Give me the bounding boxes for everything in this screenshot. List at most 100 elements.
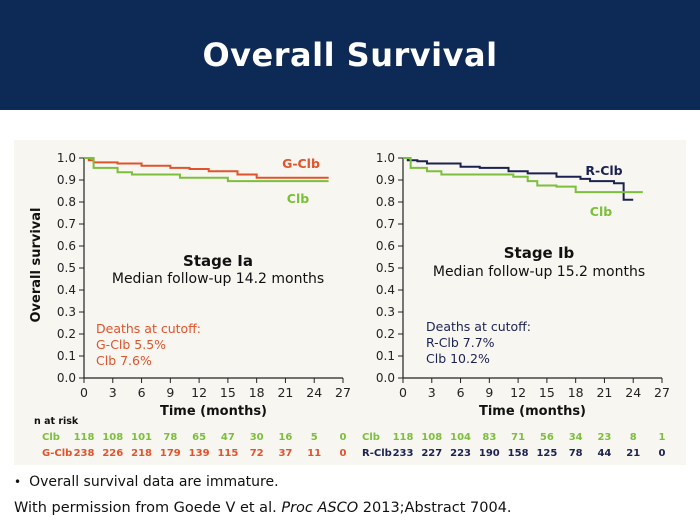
x-tick-label: 18 [568,385,584,400]
title-banner [0,0,700,110]
at-risk-value: 158 [508,448,529,459]
y-tick-label: 0.7 [57,217,76,231]
at-risk-value: 226 [102,448,123,459]
annotation-line: Clb 7.6% [96,353,152,368]
y-tick-label: 0.4 [376,283,395,297]
y-tick-label: 1.0 [376,151,395,165]
x-tick-label: 3 [109,385,117,400]
y-tick-label: 0.4 [57,283,76,297]
at-risk-value: 0 [340,432,347,443]
y-tick-label: 0.0 [57,371,76,385]
at-risk-name: Clb [42,432,60,443]
y-tick-label: 0.8 [376,195,395,209]
y-tick-label: 0.1 [376,349,395,363]
annotation-line: R-Clb 7.7% [426,335,495,350]
x-axis-label: Time (months) [479,404,586,419]
x-tick-label: 3 [428,385,436,400]
x-tick-label: 15 [539,385,555,400]
y-tick-label: 0.9 [376,173,395,187]
at-risk-value: 56 [540,432,554,443]
at-risk-value: 190 [479,448,500,459]
at-risk-value: 30 [250,432,264,443]
at-risk-value: 101 [131,432,152,443]
at-risk-value: 104 [450,432,471,443]
x-tick-label: 0 [80,385,88,400]
series-line-clb [84,157,329,183]
at-risk-value: 5 [311,432,318,443]
annotation-heading: Deaths at cutoff: [426,319,531,334]
y-tick-label: 0.2 [57,327,76,341]
at-risk-value: 71 [511,432,525,443]
at-risk-name: Clb [362,432,380,443]
at-risk-value: 23 [597,432,611,443]
y-tick-label: 0.6 [376,239,395,253]
y-tick-label: 0.5 [57,261,76,275]
at-risk-value: 78 [163,432,177,443]
x-tick-label: 9 [485,385,493,400]
x-tick-label: 15 [220,385,236,400]
at-risk-value: 21 [626,448,640,459]
at-risk-value: 179 [160,448,181,459]
x-tick-label: 0 [399,385,407,400]
footnote-text: Overall survival data are immature. [29,474,279,490]
y-tick-label: 0.3 [376,305,395,319]
at-risk-value: 16 [278,432,292,443]
x-axis-label: Time (months) [160,404,267,419]
at-risk-name: R-Clb [362,448,392,459]
series-label: Clb [287,191,309,206]
at-risk-value: 125 [536,448,557,459]
series-line-clb [403,157,643,194]
x-tick-label: 21 [277,385,293,400]
x-tick-label: 12 [510,385,526,400]
x-tick-label: 9 [166,385,174,400]
credit-journal: Proc ASCO [281,500,359,516]
chart-title: Stage Ia [183,252,253,270]
chart-panel [14,140,686,465]
footnote-bullet: • Overall survival data are immature. [14,474,279,490]
x-tick-label: 6 [457,385,465,400]
y-tick-label: 1.0 [57,151,76,165]
series-label: R-Clb [585,163,622,178]
at-risk-value: 108 [421,432,442,443]
y-tick-label: 0.2 [376,327,395,341]
x-tick-label: 24 [625,385,641,400]
at-risk-value: 37 [278,448,292,459]
at-risk-value: 223 [450,448,471,459]
at-risk-value: 78 [569,448,583,459]
at-risk-value: 83 [482,432,496,443]
at-risk-value: 0 [659,448,666,459]
chart-title: Stage Ib [504,244,575,262]
at-risk-value: 34 [569,432,583,443]
at-risk-value: 1 [659,432,666,443]
at-risk-value: 139 [189,448,210,459]
survival-charts: 0.00.10.20.30.40.50.60.70.80.91.00 3 6 9 12 1… [29,151,670,459]
at-risk-value: 227 [421,448,442,459]
y-tick-label: 0.3 [57,305,76,319]
at-risk-value: 72 [250,448,264,459]
y-tick-label: 0.1 [57,349,76,363]
x-tick-label: 12 [191,385,207,400]
at-risk-value: 47 [221,432,235,443]
series-label: G-Clb [282,156,320,171]
credit-post: 2013;Abstract 7004. [362,500,512,516]
x-tick-label: 6 [138,385,146,400]
at-risk-value: 44 [597,448,611,459]
credit-line: With permission from Goede V et al. Proc… [14,500,512,516]
chart-subtitle: Median follow-up 15.2 months [433,264,645,280]
at-risk-value: 238 [74,448,95,459]
annotation-line: Clb 10.2% [426,351,490,366]
series-line-r-clb [403,157,634,201]
at-risk-value: 0 [340,448,347,459]
credit-pre: With permission from Goede V et al. [14,500,277,516]
y-tick-label: 0.7 [376,217,395,231]
x-tick-label: 27 [654,385,670,400]
at-risk-value: 115 [217,448,238,459]
at-risk-value: 8 [630,432,637,443]
page-title: Overall Survival [202,36,498,74]
x-tick-label: 18 [249,385,265,400]
y-tick-label: 0.9 [57,173,76,187]
x-tick-label: 24 [306,385,322,400]
at-risk-value: 118 [74,432,95,443]
y-axis-label: Overall survival [29,207,44,322]
chart-subtitle: Median follow-up 14.2 months [112,271,324,287]
